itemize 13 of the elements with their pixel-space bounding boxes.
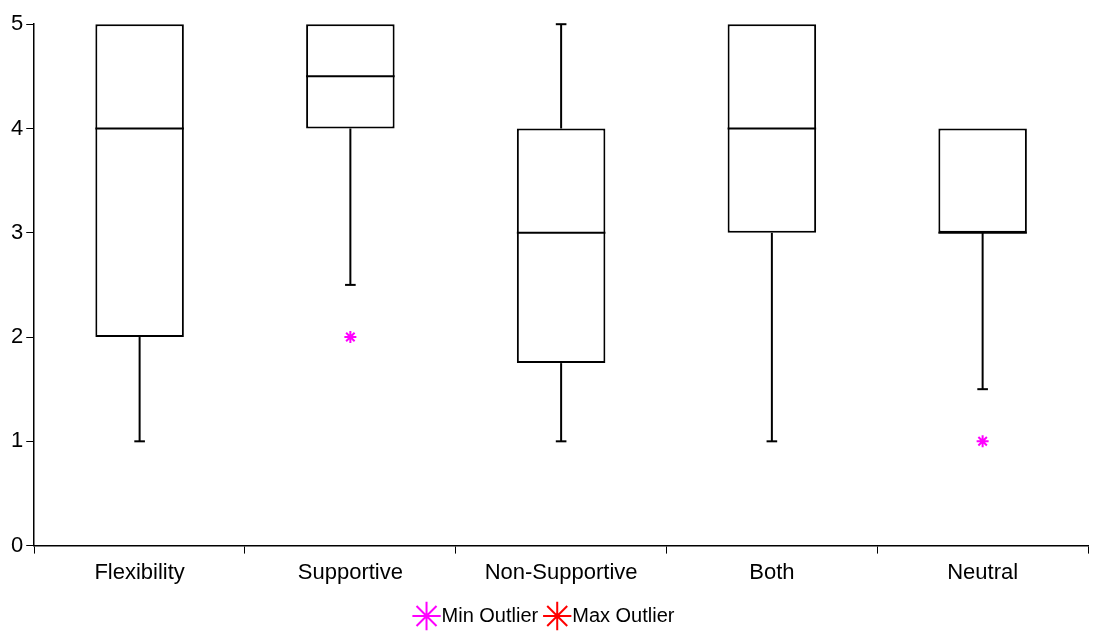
x-tick-label: Both <box>749 558 795 584</box>
y-tick-label: 3 <box>10 218 24 244</box>
y-tick-label: 2 <box>10 323 24 349</box>
legend-label: Max Outlier <box>572 603 675 626</box>
y-tick-label: 5 <box>10 10 24 36</box>
x-tick-label: Non-Supportive <box>484 558 638 584</box>
y-tick-label: 0 <box>10 531 24 557</box>
y-tick-label: 4 <box>10 114 24 140</box>
y-tick-label: 1 <box>10 427 24 453</box>
x-tick-label: Flexibility <box>94 558 185 584</box>
x-tick-label: Neutral <box>947 558 1019 584</box>
legend-label: Min Outlier <box>441 603 539 626</box>
x-tick-label: Supportive <box>297 558 403 584</box>
